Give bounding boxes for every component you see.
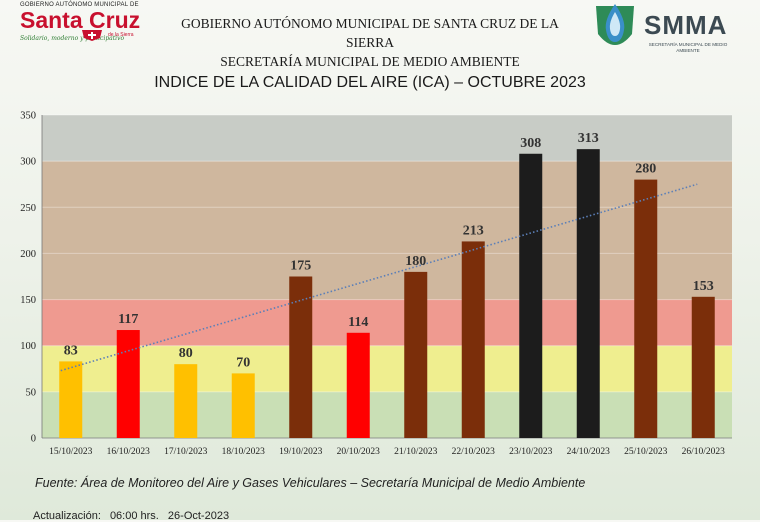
trend-line [60, 183, 698, 372]
logo-small-text: GOBIERNO AUTÓNOMO MUNICIPAL DE [20, 2, 139, 8]
aqi-bar-chart: 0 50 100 150 200 250 300 350 83 117 80 70 175 114 180… [20, 111, 732, 457]
data-label: 83 [64, 343, 78, 358]
logo-brand: Santa Cruz [20, 7, 141, 33]
update-label: Actualización: [33, 510, 101, 522]
bar-19/10/2023 [289, 276, 313, 438]
bar-15/10/2023 [59, 361, 83, 438]
bar-24/10/2023 [576, 149, 600, 438]
y-tick-label: 250 [20, 203, 36, 214]
data-label: 308 [520, 136, 541, 151]
bar-17/10/2023 [174, 364, 198, 438]
update-time: 06:00 hrs. [109, 510, 159, 522]
bar-22/10/2023 [461, 241, 485, 438]
data-label: 114 [348, 315, 368, 330]
x-tick-label: 17/10/2023 [164, 447, 208, 457]
x-tick-label: 20/10/2023 [337, 447, 381, 457]
header-title: GOBIERNO AUTÓNOMO MUNICIPAL DE SANTA CRU… [160, 14, 580, 71]
aqi-band-4 [42, 115, 732, 162]
bar-18/10/2023 [231, 373, 255, 438]
data-label: 213 [463, 223, 484, 238]
data-label: 117 [118, 312, 138, 327]
x-tick-label: 22/10/2023 [452, 447, 496, 457]
bar-16/10/2023 [116, 330, 140, 438]
logo-sub: de la Sierra [108, 32, 134, 38]
x-tick-label: 26/10/2023 [682, 447, 726, 457]
bar-23/10/2023 [519, 153, 543, 438]
y-tick-label: 150 [20, 295, 36, 306]
x-tick-label: 25/10/2023 [624, 447, 668, 457]
x-tick-label: 18/10/2023 [222, 447, 266, 457]
source-label: Fuente: [35, 476, 78, 490]
aqi-band-3 [42, 161, 732, 300]
bar-20/10/2023 [346, 332, 370, 438]
aqi-band-2 [42, 299, 732, 346]
y-tick-label: 350 [20, 111, 36, 122]
data-label: 280 [635, 162, 656, 177]
header-title-line1: GOBIERNO AUTÓNOMO MUNICIPAL DE SANTA CRU… [181, 16, 559, 50]
data-label: 80 [179, 346, 193, 361]
header-title-line2: SECRETARÍA MUNICIPAL DE MEDIO AMBIENTE [220, 54, 520, 69]
bar-21/10/2023 [404, 271, 428, 438]
y-tick-label: 300 [20, 157, 36, 168]
aqi-band-0 [42, 391, 732, 438]
data-label: 175 [290, 259, 311, 274]
y-tick-label: 200 [20, 249, 36, 260]
x-tick-label: 21/10/2023 [394, 447, 438, 457]
y-tick-label: 50 [26, 387, 37, 398]
chart-title: INDICE DE LA CALIDAD DEL AIRE (ICA) – OC… [154, 74, 586, 91]
update-date: 26-Oct-2023 [167, 510, 230, 522]
update-note: Actualización: 06:00 hrs. 26-Oct-2023 [33, 510, 235, 522]
aqi-band-1 [42, 345, 732, 392]
bar-26/10/2023 [691, 296, 715, 438]
y-tick-label: 100 [20, 341, 36, 352]
source-text: Área de Monitoreo del Aire y Gases Vehic… [80, 476, 586, 490]
smma-logo: SMMA SECRETARÍA MUNICIPAL DE MEDIO AMBIE… [592, 0, 752, 58]
santa-cruz-logo: GOBIERNO AUTÓNOMO MUNICIPAL DE Santa Cru… [20, 2, 160, 54]
y-tick-label: 0 [31, 434, 36, 445]
x-tick-label: 23/10/2023 [509, 447, 553, 457]
bar-25/10/2023 [634, 179, 658, 438]
x-tick-label: 16/10/2023 [107, 447, 151, 457]
x-tick-label: 15/10/2023 [49, 447, 93, 457]
x-tick-label: 19/10/2023 [279, 447, 323, 457]
logo-slogan: Solidario, moderno y participativo [20, 35, 125, 42]
data-label: 180 [405, 254, 426, 269]
x-tick-label: 24/10/2023 [567, 447, 611, 457]
data-label: 70 [236, 355, 250, 370]
data-label: 313 [578, 131, 599, 146]
smma-wordmark: SMMA [644, 10, 728, 40]
data-label: 153 [693, 279, 714, 294]
source-note: Fuente: Área de Monitoreo del Aire y Gas… [35, 476, 585, 490]
water-drop-icon [596, 4, 634, 45]
smma-subtitle: SECRETARÍA MUNICIPAL DE MEDIO AMBIENTE [648, 42, 728, 53]
shield-emblem-icon [82, 30, 102, 41]
